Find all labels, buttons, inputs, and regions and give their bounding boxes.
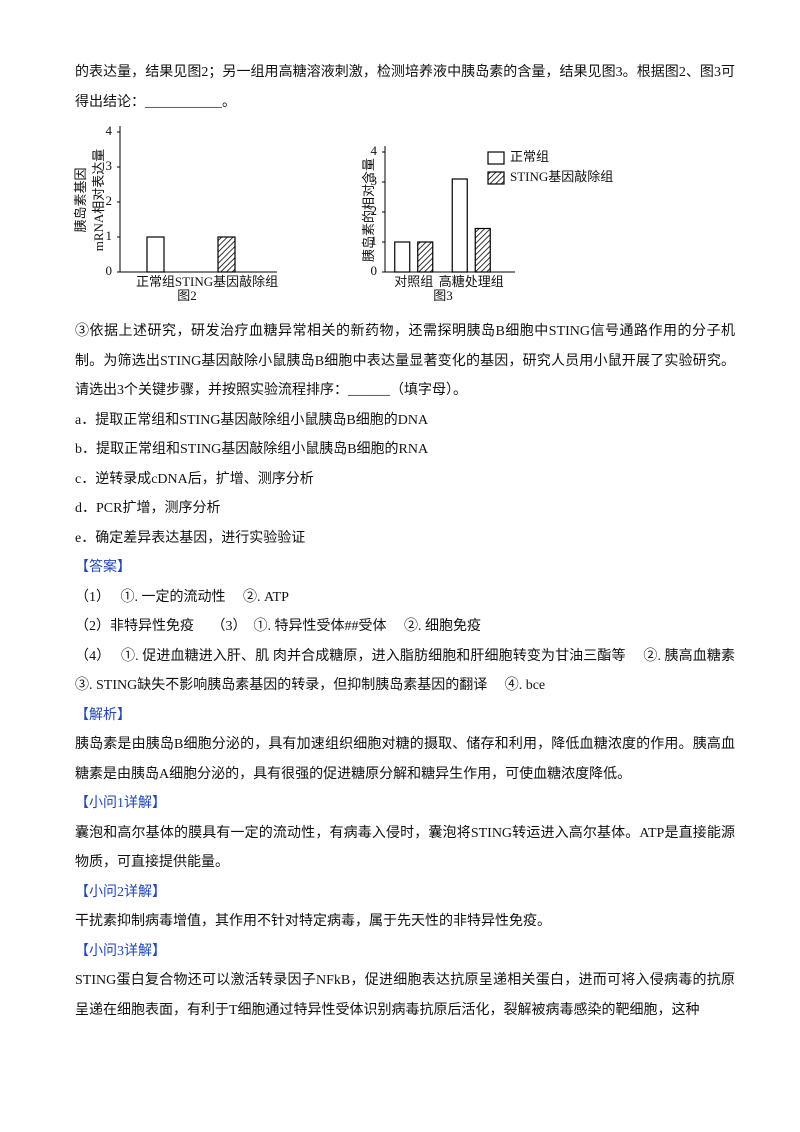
y-tick-label: 1 [106,228,113,243]
option: e．确定差异表达基因，进行实验验证 [75,530,306,546]
x-tick-label: STING基因敲除组 [175,274,278,289]
legend-label: STING基因敲除组 [510,169,613,184]
y-axis-label: 胰岛素的相对含量 [361,158,376,262]
legend-swatch [487,171,505,185]
heading: 【答案】 [75,560,131,575]
bar [417,241,434,273]
bar [394,241,411,273]
heading: 【小问1详解】 [75,796,166,811]
option: a．提取正常组和STING基因敲除组小鼠胰岛B细胞的DNA [75,412,429,428]
x-tick-label: 高糖处理组 [439,274,504,289]
y-tick-label: 2 [106,193,113,208]
document: 的表达量，结果见图2；另一组用高糖溶液刺激，检测培养液中胰岛素的含量，结果见图3… [75,58,735,1025]
y-tick-label: 4 [106,123,113,138]
x-tick-label: 对照组 [394,274,433,289]
paragraph: STING蛋白复合物还可以激活转录因子NFkB，促进细胞表达抗原呈递相关蛋白，进… [75,973,735,1018]
answer-line: （4） ①. 促进血糖进入肝、肌 肉并合成糖原，进入脂肪细胞和肝细胞转变为甘油三… [75,648,753,694]
legend-label: 正常组 [510,149,549,164]
heading: 【小问2详解】 [75,884,166,900]
y-tick-label: 4 [371,143,378,158]
y-tick-label: 0 [371,263,378,278]
y-tick-label: 0 [106,263,113,278]
option: b．提取正常组和STING基因敲除组小鼠胰岛B细胞的RNA [75,442,429,457]
bar [146,236,165,273]
x-tick-label: 正常组 [136,274,175,289]
y-axis-label: mRNA相对表达量 [91,149,106,252]
y-tick-label: 1 [371,233,378,248]
heading: 【小问3详解】 [75,943,166,959]
option: d．PCR扩增，测序分析 [75,501,221,516]
y-tick-label: 3 [106,158,113,173]
chart-caption: 图3 [433,288,453,303]
bar [474,227,491,273]
y-axis-label: 胰岛素基因 [73,167,88,232]
legend-swatch [487,151,505,165]
paragraph: 胰岛素是由胰岛B细胞分泌的，具有加速组织细胞对糖的摄取、储存和利用，降低血糖浓度… [75,737,735,782]
paragraph: 干扰素抑制病毒增值，其作用不针对特定病毒，属于先天性的非特异性免疫。 [75,914,551,929]
paragraph: ③依据上述研究，研发治疗血糖异常相关的新药物，还需探明胰岛B细胞中STING信号… [75,324,735,398]
y-tick-label: 3 [371,173,378,188]
heading: 【解析】 [75,707,131,723]
option: c．逆转录成cDNA后，扩增、测序分析 [75,471,314,487]
paragraph: 的表达量，结果见图2；另一组用高糖溶液刺激，检测培养液中胰岛素的含量，结果见图3… [75,65,735,110]
chart-caption: 图2 [177,288,197,303]
bar [451,178,468,273]
y-tick-label: 2 [371,203,378,218]
paragraph: 囊泡和高尔基体的膜具有一定的流动性，有病毒入侵时，囊泡将STING转运进入高尔基… [75,825,735,871]
answer-line: （1） ①. 一定的流动性 ②. ATP [75,589,289,605]
answer-line: （2）非特异性免疫 （3） ①. 特异性受体##受体 ②. 细胞免疫 [75,619,481,634]
bar [217,236,236,273]
